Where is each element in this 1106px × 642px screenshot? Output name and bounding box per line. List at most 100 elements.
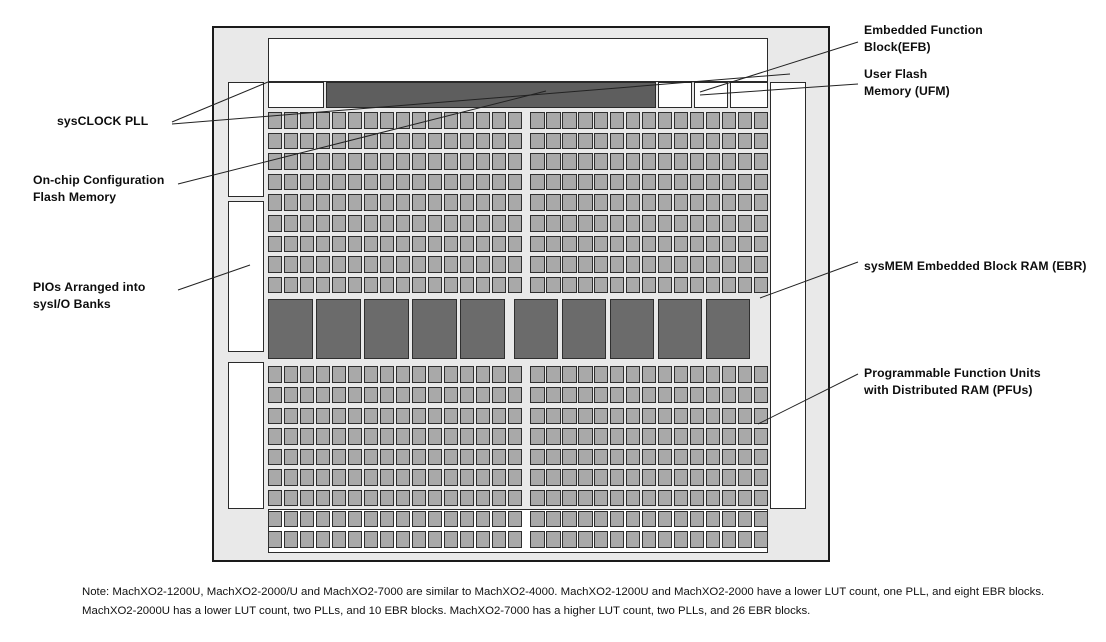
- pfu-cell: [331, 276, 347, 294]
- pfu-cell: [674, 428, 689, 445]
- sysclock-pll-block: [268, 82, 324, 108]
- pfu-cell: [507, 153, 523, 170]
- pfu-row-left-half: [268, 235, 523, 253]
- pfu-cell: [610, 407, 625, 425]
- pfu-cell: [626, 132, 641, 150]
- pfu-cell: [626, 215, 641, 232]
- ebr-block: [657, 299, 702, 360]
- pfu-cell: [363, 194, 379, 211]
- pfu-cell: [459, 428, 475, 445]
- pfu-cell: [705, 132, 721, 150]
- pfu-cell: [737, 469, 753, 486]
- pfu-cell: [658, 194, 673, 211]
- pfu-cell: [721, 386, 737, 404]
- pfu-cell: [395, 510, 411, 528]
- pfu-cell: [411, 489, 427, 507]
- pfu-row-left-half: [268, 428, 523, 445]
- pfu-cell: [674, 386, 689, 404]
- pfu-cell: [459, 489, 475, 507]
- pfu-cell: [283, 366, 299, 383]
- pfu-cell: [530, 112, 545, 129]
- pfu-cell: [443, 531, 459, 548]
- pfu-cell: [690, 173, 705, 191]
- pfu-cell: [721, 112, 737, 129]
- pfu-cell: [642, 366, 657, 383]
- pfu-cell: [690, 256, 705, 273]
- pfu-cell: [546, 276, 561, 294]
- pfu-cell: [626, 153, 641, 170]
- pfu-cell: [594, 510, 609, 528]
- pfu-cell: [427, 469, 443, 486]
- pfu-cell: [299, 407, 315, 425]
- pfu-cell: [594, 132, 609, 150]
- pfu-row-right-half: [530, 366, 769, 383]
- pfu-cell: [705, 366, 721, 383]
- pfu-cell: [443, 194, 459, 211]
- pfu-cell: [427, 194, 443, 211]
- pfu-cell: [315, 132, 331, 150]
- pfu-row: [268, 509, 769, 530]
- pfu-cell: [427, 276, 443, 294]
- pfu-cell: [658, 448, 673, 466]
- pfu-cell: [737, 256, 753, 273]
- pfu-cell: [395, 448, 411, 466]
- pfu-cell: [443, 132, 459, 150]
- pfu-cell: [443, 366, 459, 383]
- pfu-cell: [610, 531, 625, 548]
- pfu-cell: [642, 531, 657, 548]
- pfu-row: [268, 364, 769, 385]
- pfu-cell: [610, 469, 625, 486]
- pfu-row: [268, 172, 769, 193]
- pfu-cell: [395, 153, 411, 170]
- pfu-cell: [658, 469, 673, 486]
- pfu-cell: [331, 366, 347, 383]
- pfu-cell: [737, 510, 753, 528]
- pfu-row-right-half: [530, 489, 769, 507]
- pfu-row: [268, 467, 769, 488]
- pfu-cell: [331, 153, 347, 170]
- pfu-cell: [578, 276, 593, 294]
- io-bank-left-middle: [228, 201, 264, 352]
- pfu-cell: [331, 510, 347, 528]
- pfu-cell: [721, 428, 737, 445]
- top-functional-strip: [268, 82, 768, 108]
- pfu-cell: [530, 469, 545, 486]
- pfu-cell: [459, 510, 475, 528]
- pfu-cell: [674, 194, 689, 211]
- pfu-row-right-half: [530, 510, 769, 528]
- pfu-cell: [705, 428, 721, 445]
- pfu-cell: [411, 510, 427, 528]
- pfu-cell: [363, 235, 379, 253]
- pfu-cell: [315, 428, 331, 445]
- pfu-cell: [690, 194, 705, 211]
- pfu-cell: [610, 173, 625, 191]
- pfu-cell: [626, 489, 641, 507]
- pfu-cell: [674, 510, 689, 528]
- configuration-flash-block: [326, 82, 656, 108]
- pfu-cell: [347, 235, 363, 253]
- pfu-cell: [459, 235, 475, 253]
- pfu-cell: [347, 428, 363, 445]
- pfu-cell: [507, 112, 523, 129]
- pfu-cell: [642, 256, 657, 273]
- pfu-cell: [658, 256, 673, 273]
- pfu-row-left-half: [268, 489, 523, 507]
- pfu-cell: [268, 153, 283, 170]
- pfu-cell: [315, 256, 331, 273]
- pfu-cell: [443, 386, 459, 404]
- pfu-cell: [721, 531, 737, 548]
- pfu-cell: [721, 469, 737, 486]
- pfu-cell: [642, 510, 657, 528]
- pfu-cell: [427, 256, 443, 273]
- pfu-cell: [283, 276, 299, 294]
- pfu-cell: [379, 386, 395, 404]
- pfu-cell: [299, 112, 315, 129]
- pfu-row: [268, 151, 769, 172]
- pfu-row-right-half: [530, 428, 769, 445]
- pfu-cell: [268, 428, 283, 445]
- pfu-cell: [507, 386, 523, 404]
- pfu-cell: [530, 489, 545, 507]
- pfu-cell: [411, 469, 427, 486]
- pfu-cell: [475, 531, 491, 548]
- pfu-cell: [690, 531, 705, 548]
